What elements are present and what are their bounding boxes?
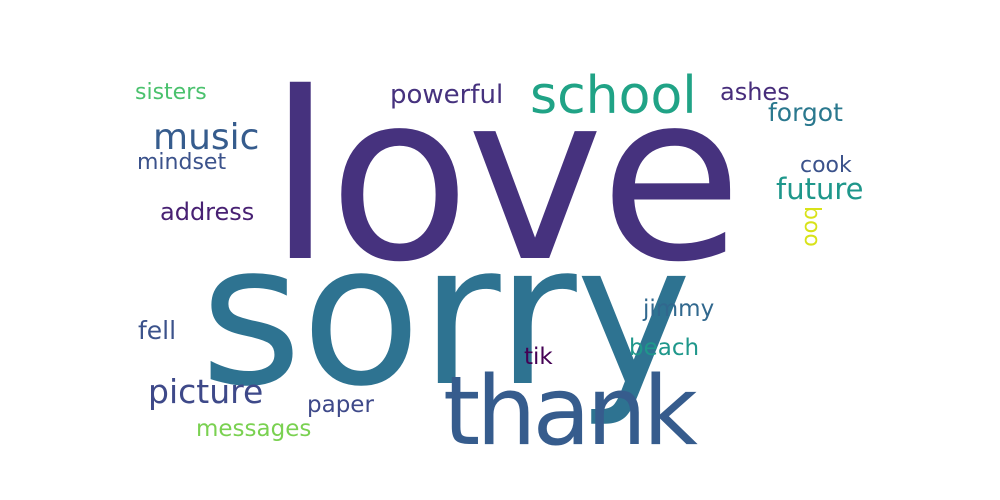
word-messages: messages <box>196 416 312 442</box>
word-fell: fell <box>138 316 177 345</box>
word-picture: picture <box>148 372 264 411</box>
word-ashes: ashes <box>720 78 790 106</box>
word-thank: thank <box>443 357 698 467</box>
word-forgot: forgot <box>768 98 843 127</box>
word-jimmy: jimmy <box>643 296 715 322</box>
word-cook: cook <box>800 153 852 178</box>
word-address: address <box>160 198 255 226</box>
word-sorry: sorry <box>200 202 692 430</box>
word-mindset: mindset <box>137 150 227 175</box>
word-school: school <box>530 66 697 126</box>
word-tik: tik <box>524 344 553 370</box>
word-music: music <box>153 117 260 158</box>
word-sisters: sisters <box>135 80 207 105</box>
word-boo: boo <box>799 206 824 247</box>
word-love: love <box>268 43 742 313</box>
word-beach: beach <box>629 335 700 361</box>
word-paper: paper <box>307 392 374 418</box>
word-future: future <box>776 172 864 206</box>
word-powerful: powerful <box>390 80 504 110</box>
